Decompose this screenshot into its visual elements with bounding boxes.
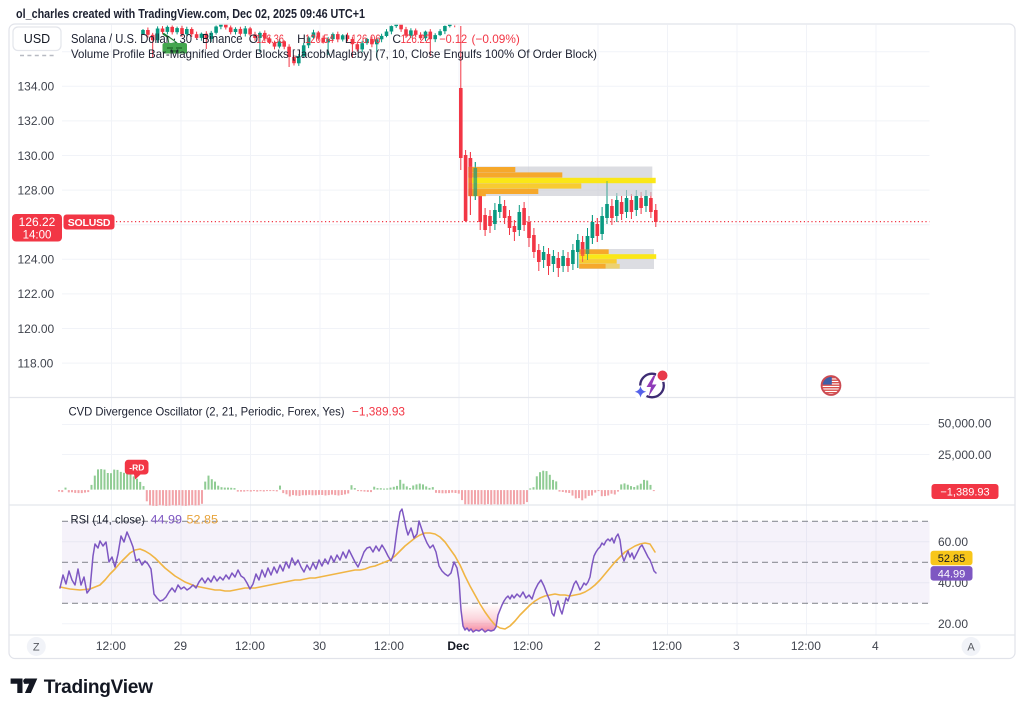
svg-text:14:00: 14:00 [23,230,52,242]
svg-text:12:00: 12:00 [374,639,404,653]
svg-text:130.00: 130.00 [18,149,55,163]
svg-text:3: 3 [733,639,740,653]
svg-text:12:00: 12:00 [513,639,543,653]
svg-text:A: A [967,642,975,654]
svg-text:-RD: -RD [129,463,144,473]
svg-text:12:00: 12:00 [652,639,682,653]
svg-text:124.00: 124.00 [18,253,55,267]
svg-text:52.85: 52.85 [938,553,966,565]
svg-text:132.00: 132.00 [18,114,55,128]
svg-text:TradingView: TradingView [44,676,154,698]
svg-text:SOLUSD: SOLUSD [68,217,111,229]
svg-text:44.99: 44.99 [151,513,183,527]
svg-text:O: O [249,32,258,46]
svg-text:−1,389.93: −1,389.93 [352,405,405,419]
svg-text:−1,389.93: −1,389.93 [940,487,989,499]
svg-text:126.22: 126.22 [19,215,56,229]
svg-text:Z: Z [33,642,40,654]
svg-text:126.36: 126.36 [256,32,284,46]
svg-text:H: H [297,32,306,46]
svg-text:RSI (14, close): RSI (14, close) [71,513,146,527]
svg-text:−0.12: −0.12 [439,32,467,46]
svg-text:Solana / U.S. Dollar · 30 · Bi: Solana / U.S. Dollar · 30 · Binance [71,32,243,46]
svg-text:C: C [392,32,401,46]
svg-text:12:00: 12:00 [96,639,126,653]
svg-text:CVD Divergence Oscillator (2,: CVD Divergence Oscillator (2, 21, Period… [69,405,345,419]
svg-text:126.54: 126.54 [305,32,334,46]
svg-text:120.00: 120.00 [18,322,55,336]
svg-text:126.22: 126.22 [401,32,431,46]
svg-text:12:00: 12:00 [235,639,265,653]
svg-text:29: 29 [174,639,188,653]
svg-text:128.00: 128.00 [18,183,55,197]
svg-text:30: 30 [313,639,327,653]
svg-text:60.00: 60.00 [938,535,968,549]
svg-text:4: 4 [872,639,879,653]
svg-text:20.00: 20.00 [938,617,968,631]
svg-text:L: L [345,32,352,46]
svg-text:118.00: 118.00 [18,356,54,370]
svg-text:134.00: 134.00 [18,80,55,94]
svg-text:25,000.00: 25,000.00 [938,448,992,462]
svg-text:Volume Profile Bar-Magnified O: Volume Profile Bar-Magnified Order Block… [71,47,597,61]
svg-text:50,000.00: 50,000.00 [938,416,992,430]
svg-text:(−0.09%): (−0.09%) [472,32,520,46]
svg-text:44.99: 44.99 [938,568,966,580]
svg-text:Dec: Dec [447,639,469,653]
svg-text:12:00: 12:00 [791,639,821,653]
svg-text:ol_charles created with Tradin: ol_charles created with TradingView.com,… [16,7,365,21]
svg-text:USD: USD [24,32,50,46]
svg-text:2: 2 [594,639,601,653]
svg-text:52.85: 52.85 [187,513,219,527]
svg-text:122.00: 122.00 [18,287,55,301]
svg-text:126.06: 126.06 [351,32,381,46]
